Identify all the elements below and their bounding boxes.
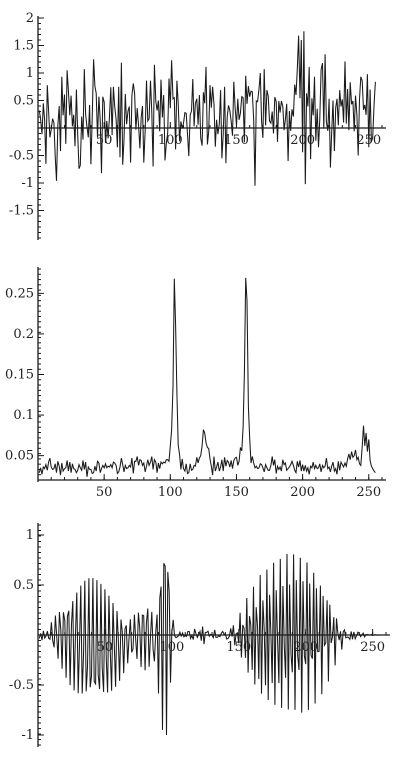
x-tick-label: 250 [360, 640, 385, 655]
series-line [38, 277, 376, 477]
series-line [38, 553, 386, 736]
x-tick-label: 100 [158, 133, 183, 148]
x-tick-label: 200 [290, 133, 315, 148]
x-tick-label: 50 [96, 485, 113, 500]
x-tick-label: 200 [290, 485, 315, 500]
x-tick-label: 150 [224, 133, 249, 148]
series-line [38, 31, 376, 186]
y-tick-label: 2 [26, 11, 34, 26]
x-tick-label: 50 [96, 133, 113, 148]
y-tick-label: 0.5 [13, 578, 34, 593]
y-tick-label: 1 [26, 528, 34, 543]
x-tick-label: 200 [293, 640, 318, 655]
plot-panel-middle: 0.05 0.1 0.15 0.2 0.25 50 100 150 200 250 [5, 267, 386, 500]
x-tick-label: 150 [224, 485, 249, 500]
y-tick-label: 1 [26, 66, 34, 81]
x-tick-label: 100 [158, 485, 183, 500]
y-tick-label: 0.05 [5, 449, 34, 464]
y-tick-label: -0.5 [9, 149, 34, 164]
y-tick-label: 1.5 [13, 39, 34, 54]
y-tick-label: 0.15 [5, 368, 34, 383]
y-tick-label: 0.25 [5, 286, 34, 301]
y-tick-label: -1 [21, 728, 34, 743]
y-tick-label: -1.5 [9, 204, 34, 219]
x-tick-label: 150 [226, 640, 251, 655]
y-tick-label: -1 [21, 176, 34, 191]
y-tick-label: -0.5 [9, 678, 34, 693]
x-tick-label: 250 [356, 485, 381, 500]
y-tick-label: 0.1 [13, 408, 34, 423]
y-tick-label: 0.5 [13, 94, 34, 109]
x-tick-label: 100 [159, 640, 184, 655]
x-tick-label: 250 [356, 133, 381, 148]
y-tick-label: 0.2 [13, 327, 34, 342]
x-tick-label: 50 [97, 640, 114, 655]
